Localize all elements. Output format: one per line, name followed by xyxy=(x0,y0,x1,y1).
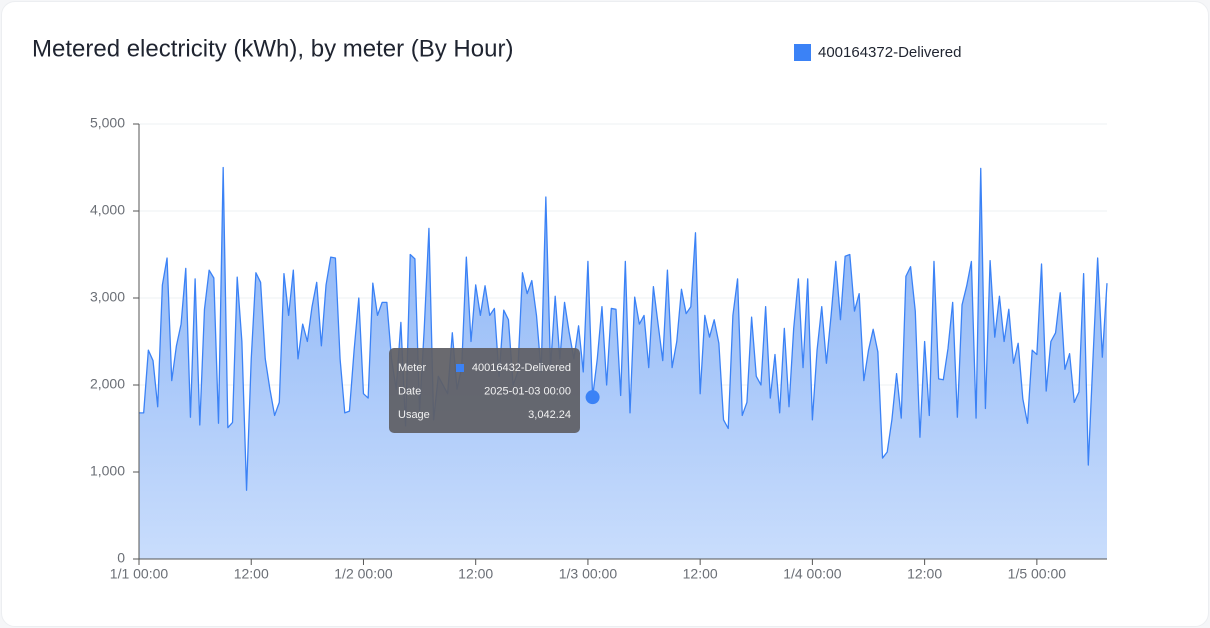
x-tick-label: 12:00 xyxy=(234,566,269,582)
y-tick-label: 1,000 xyxy=(90,463,125,479)
y-tick-label: 4,000 xyxy=(90,202,125,218)
x-tick-label: 1/3 00:00 xyxy=(559,566,618,582)
legend-label: 400164372-Delivered xyxy=(818,44,961,61)
tooltip-key: Usage xyxy=(398,409,430,421)
tooltip-key: Meter xyxy=(398,362,426,374)
y-tick-label: 3,000 xyxy=(90,289,125,305)
x-tick-label: 1/4 00:00 xyxy=(783,566,842,582)
tooltip: Meter 40016432-Delivered Date 2025-01-03 00… xyxy=(389,348,580,433)
y-tick-label: 2,000 xyxy=(90,376,125,392)
tooltip-swatch xyxy=(456,364,464,372)
x-tick-label: 1/1 00:00 xyxy=(110,566,169,582)
x-tick-label: 1/5 00:00 xyxy=(1008,566,1067,582)
tooltip-value: 3,042.24 xyxy=(528,409,571,421)
area-line xyxy=(139,166,1108,491)
chart-title: Metered electricity (kWh), by meter (By … xyxy=(32,35,513,62)
x-tick-label: 12:00 xyxy=(907,566,942,582)
y-tick-label: 5,000 xyxy=(90,115,125,131)
legend-swatch xyxy=(794,44,811,61)
tooltip-value: 40016432-Delivered xyxy=(472,362,571,374)
x-tick-label: 12:00 xyxy=(458,566,493,582)
area-fill xyxy=(139,167,1107,559)
tooltip-key: Date xyxy=(398,385,421,397)
hover-point xyxy=(585,390,600,405)
tooltip-box xyxy=(389,348,580,433)
x-tick-label: 12:00 xyxy=(683,566,718,582)
y-tick-label: 0 xyxy=(117,550,125,566)
x-tick-label: 1/2 00:00 xyxy=(334,566,393,582)
tooltip-value: 2025-01-03 00:00 xyxy=(484,385,571,397)
